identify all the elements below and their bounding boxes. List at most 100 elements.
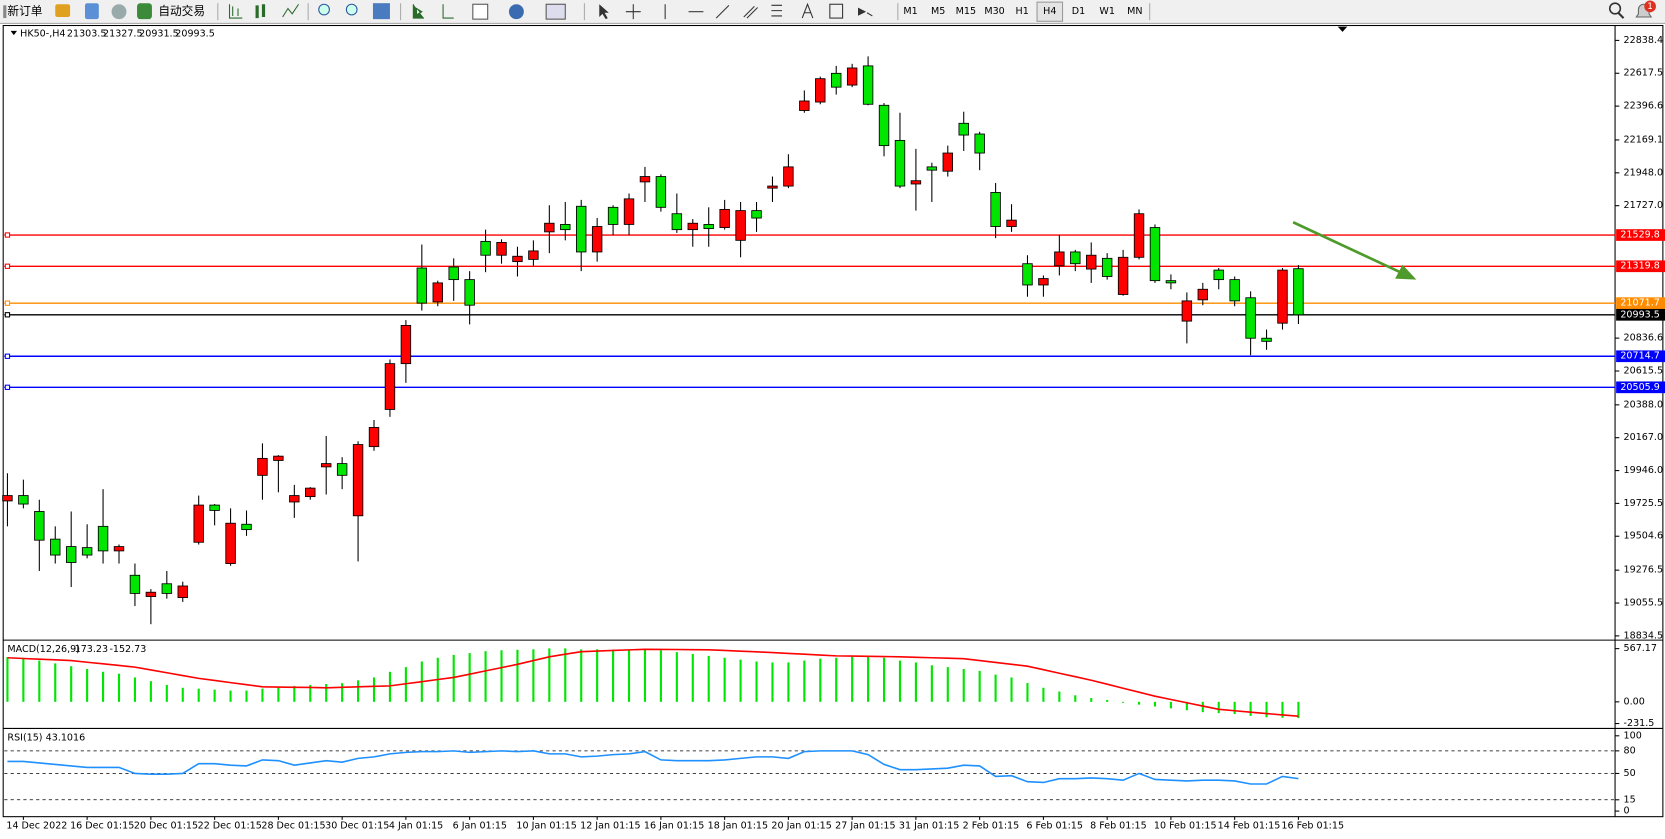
icon[interactable] [255,4,266,19]
timeframe-button[interactable]: D1 [1072,6,1085,17]
candle-body [862,65,874,105]
candle-body [113,546,125,552]
candle-body [305,487,316,498]
macd-bar [165,684,168,702]
candle-body [384,363,396,410]
candle-body [1006,219,1017,227]
macd-bar [1153,701,1157,707]
x-tick-label: 2 Feb 01:15 [963,821,1020,832]
macd-bar [1217,701,1220,714]
candle-body [735,210,746,241]
annotation-arrow [1292,221,1404,275]
candle-body [671,213,683,231]
search-icon[interactable] [1617,12,1625,19]
x-tick-label: 27 Jan 01:15 [835,821,895,832]
macd-bar [197,688,200,702]
icon[interactable] [345,3,358,16]
price-level-marker [4,232,11,238]
chart-title: HK50-,H4 [20,29,65,40]
macd-bar [898,660,902,702]
macd-bar [309,684,312,702]
price-level-tag [1616,260,1665,273]
macd-bar [1074,695,1077,702]
icon[interactable] [85,3,99,20]
macd-bar [86,669,89,702]
candle-body [273,455,284,461]
x-tick-label: 20 Jan 01:15 [771,821,831,832]
macd-bar [1169,701,1172,709]
candle-body [1181,300,1193,322]
icon[interactable] [599,4,609,20]
icon[interactable] [771,4,783,17]
x-tick-label: 31 Jan 01:15 [899,821,959,832]
icon[interactable] [545,3,566,20]
macd-bar [691,654,694,702]
timeframe-button[interactable]: M5 [931,6,945,17]
candle-body [1293,268,1304,316]
icon[interactable] [625,4,641,20]
candle-body [703,224,714,230]
y-tick-label: 20615.5 [1624,366,1663,377]
icon[interactable] [55,4,71,18]
toolbar-buttons[interactable]: 新订单 自动交易 1 [3,0,1656,22]
macd-bar [946,667,949,702]
macd-bar [1265,701,1268,718]
icon[interactable] [508,4,524,20]
y-tick-label: 19504.6 [1624,531,1663,542]
macd-bar [357,680,360,702]
candle-body [2,495,13,502]
timeframe-button[interactable]: H1 [1016,6,1029,17]
macd-bar [22,657,25,702]
candle-body [751,210,762,219]
y-tick-label: 21727.0 [1624,200,1663,211]
y-tick-label: 22169.1 [1624,134,1663,145]
timeframe-button[interactable]: M15 [956,6,976,17]
icon[interactable] [442,4,454,19]
macd-bar [1122,701,1125,703]
icon[interactable] [743,6,758,19]
price-level-label: 20505.9 [1620,382,1659,393]
timeframe-button[interactable]: MN [1127,6,1142,17]
timeframe-button[interactable]: M1 [903,6,917,17]
toolbar [0,0,1665,24]
icon[interactable] [111,4,127,20]
candle-body [320,463,332,468]
timeframe-button[interactable]: H4 [1043,6,1056,17]
macd-bar [54,663,57,702]
price-level-marker [4,353,11,359]
search-icon[interactable] [1608,2,1622,15]
icon[interactable] [228,4,243,19]
grip [3,5,7,19]
candle-body [591,226,603,253]
icon[interactable] [318,3,330,16]
icon[interactable] [801,2,814,19]
icon[interactable] [412,4,424,19]
icon[interactable] [137,3,152,20]
timeframe-button[interactable]: M30 [984,6,1004,17]
notification-badge [1644,0,1656,13]
candle-body [1213,269,1224,281]
macd-bar [213,689,216,702]
icon[interactable] [472,3,489,20]
macd-bar [532,649,535,702]
timeframe-button[interactable]: W1 [1099,6,1115,17]
icon[interactable] [372,3,390,20]
icon[interactable] [858,7,873,17]
candle-body [1022,263,1033,286]
macd-bar [627,649,631,702]
icon[interactable] [282,3,300,18]
new-order-button[interactable]: 新订单 [7,4,42,18]
icon[interactable] [715,4,730,19]
macd-bar [500,650,503,702]
icon[interactable] [829,3,844,19]
macd-bar [277,686,280,702]
macd-bar [1185,701,1188,711]
x-tick-label: 22 Dec 01:15 [198,821,262,832]
macd-bar [867,655,870,702]
auto-trading-button[interactable]: 自动交易 [158,4,205,18]
candle-body [1101,257,1113,277]
macd-bar [659,650,662,702]
macd-bar [739,659,742,702]
candle-body [1070,251,1081,265]
price-level-marker [4,312,11,318]
